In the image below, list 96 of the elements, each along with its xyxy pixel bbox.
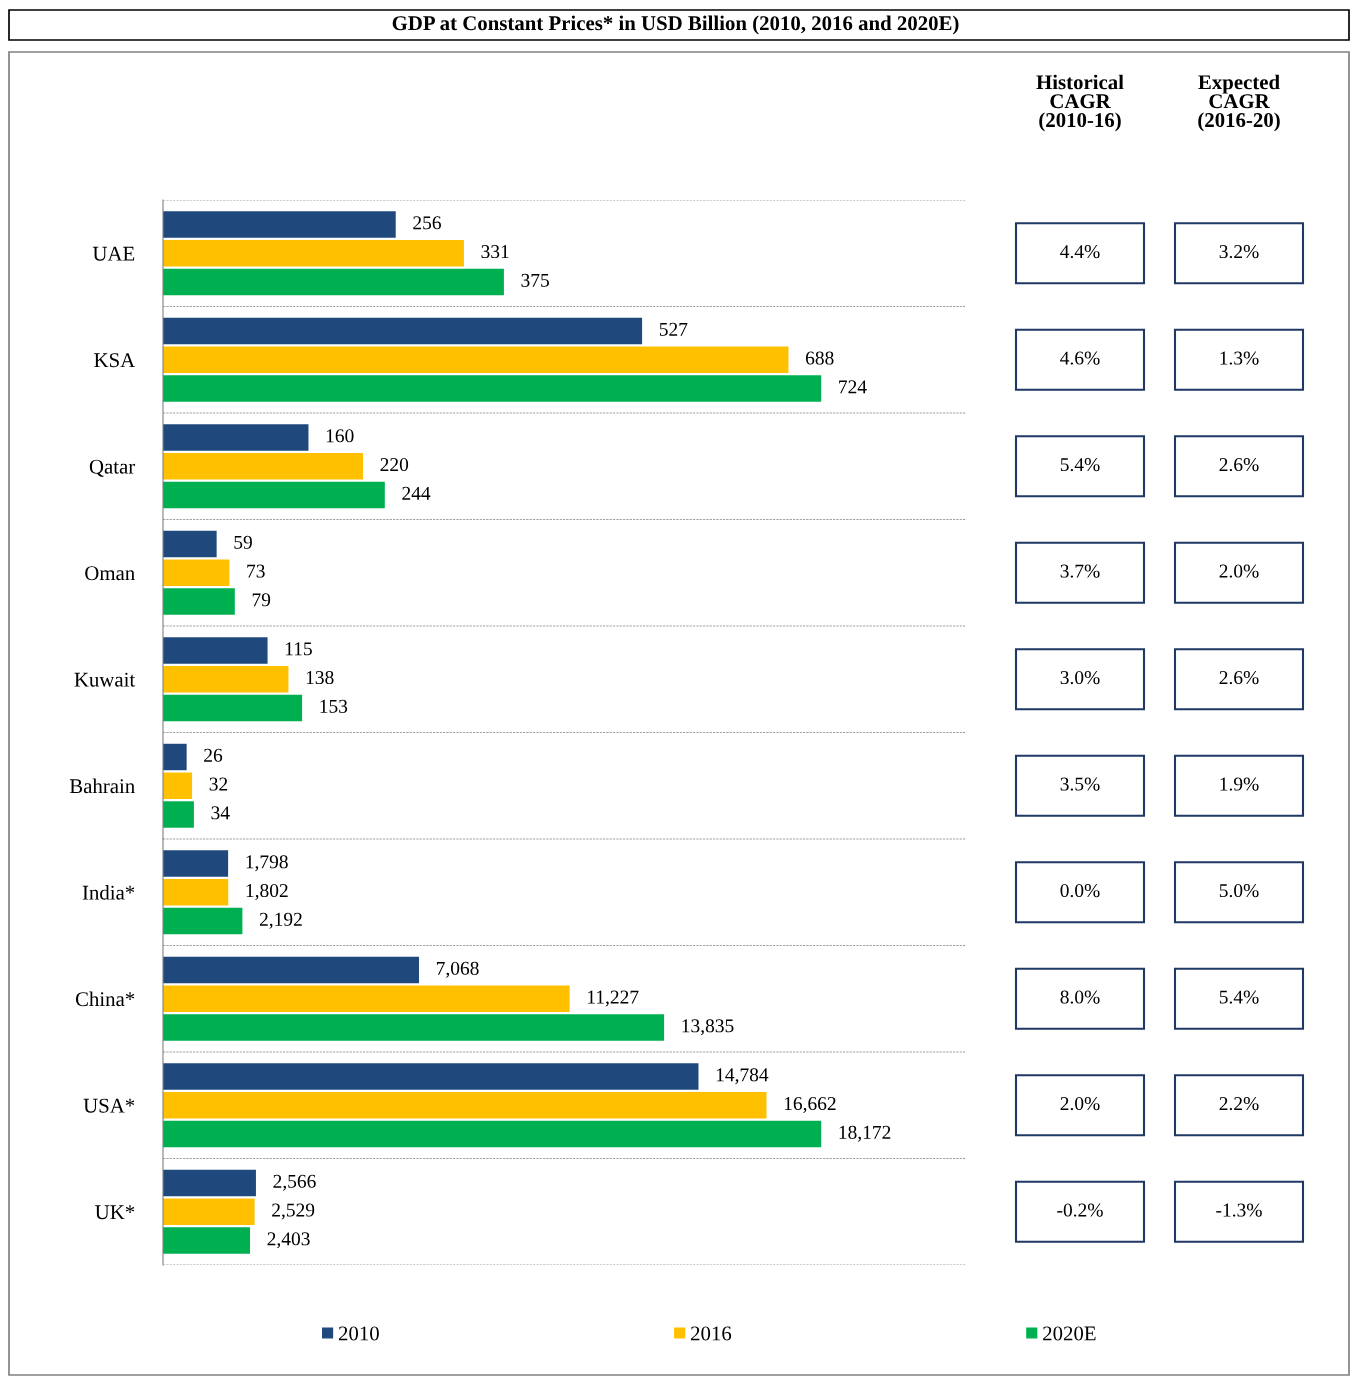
data-label: 7,068	[436, 961, 479, 978]
bar	[163, 453, 363, 480]
legend-label: 2020E	[1043, 1326, 1096, 1341]
legend-label: 2010	[338, 1326, 379, 1341]
data-label: 724	[839, 380, 867, 394]
text: 0.0%	[1060, 884, 1100, 898]
y-tick-label: USA*	[83, 1098, 135, 1113]
y-tick-label: KSA	[94, 353, 136, 368]
text: 5.0%	[1219, 884, 1259, 898]
bar	[163, 985, 570, 1012]
bar	[163, 530, 217, 558]
text: Historical CAGR (2010-16)	[1036, 74, 1124, 132]
data-label: 34	[211, 806, 230, 820]
bar	[163, 1198, 255, 1225]
data-label: 527	[659, 322, 688, 336]
bar	[163, 317, 643, 345]
data-label: 688	[805, 351, 834, 365]
text: Expected CAGR (2016-20)	[1198, 74, 1280, 132]
legend-label: 2016	[691, 1326, 732, 1341]
y-tick-label: India*	[82, 885, 135, 900]
text: 4.4%	[1060, 245, 1100, 259]
chart-title: GDP at Constant Prices* in USD Billion (2010, 2016 and 2020E)	[392, 15, 959, 35]
text: 2.6%	[1219, 458, 1259, 472]
bar	[163, 772, 193, 799]
bar	[163, 211, 396, 238]
text: 2.2%	[1219, 1097, 1259, 1111]
text: 3.0%	[1060, 671, 1100, 685]
bar	[163, 424, 309, 451]
bar	[163, 1120, 822, 1148]
data-label: 331	[481, 245, 509, 259]
bar	[163, 879, 229, 906]
data-label: 2,403	[267, 1232, 310, 1249]
text: 1.3%	[1220, 351, 1259, 365]
data-label: 79	[252, 593, 271, 607]
text: 2.6%	[1219, 671, 1259, 685]
text: 5.4%	[1060, 458, 1100, 472]
data-label: 26	[204, 748, 223, 762]
data-label: 153	[320, 699, 348, 713]
data-label: 160	[326, 429, 354, 443]
data-label: 18,172	[839, 1125, 891, 1142]
bar	[163, 694, 303, 722]
bar	[163, 1092, 767, 1119]
data-label: 73	[247, 564, 265, 578]
bar	[163, 240, 464, 267]
data-label: 2,529	[272, 1203, 315, 1220]
y-tick-label: Oman	[85, 566, 135, 581]
bar	[163, 1169, 256, 1197]
data-label: 256	[413, 216, 441, 230]
text: 3.5%	[1060, 777, 1100, 791]
text: 4.6%	[1060, 351, 1100, 365]
text: 5.4%	[1219, 990, 1259, 1004]
data-label: 16,662	[784, 1097, 836, 1113]
data-label: 32	[209, 777, 228, 791]
y-tick-label: China*	[75, 991, 135, 1007]
y-tick-label: UAE	[92, 246, 135, 261]
y-tick-label: Bahrain	[69, 778, 135, 794]
bar	[163, 1014, 665, 1041]
bar	[163, 346, 789, 373]
bar	[163, 666, 289, 693]
data-label: 1,798	[246, 855, 288, 872]
data-label: 244	[402, 486, 431, 500]
bar	[163, 1227, 251, 1254]
data-label: 2,566	[273, 1174, 316, 1191]
y-tick-label: Qatar	[89, 459, 136, 477]
text: -1.3%	[1216, 1203, 1262, 1217]
data-label: 138	[306, 671, 334, 685]
data-label: 13,835	[682, 1019, 734, 1036]
bar	[163, 637, 268, 664]
bar	[163, 907, 243, 935]
y-tick-label: Kuwait	[74, 672, 136, 687]
bar	[163, 850, 229, 877]
data-label: 115	[285, 642, 312, 656]
text: 3.7%	[1060, 564, 1100, 578]
bar	[163, 801, 194, 828]
text: 2.0%	[1219, 564, 1259, 578]
bar	[163, 481, 385, 509]
data-label: 375	[521, 273, 549, 287]
bar	[163, 268, 504, 296]
bar	[163, 588, 235, 615]
data-label: 11,227	[588, 990, 639, 1007]
bar	[163, 375, 822, 402]
text: 3.2%	[1219, 245, 1259, 259]
bar	[163, 743, 187, 771]
text: 1.9%	[1220, 777, 1259, 791]
text: 8.0%	[1060, 990, 1100, 1004]
y-tick-label: UK*	[95, 1205, 135, 1220]
data-label: 1,802	[246, 884, 288, 900]
data-label: 220	[380, 458, 409, 472]
bar	[163, 559, 230, 586]
text: -0.2%	[1057, 1203, 1103, 1217]
bar	[163, 1063, 699, 1090]
data-label: 2,192	[259, 912, 302, 929]
data-label: 14,784	[716, 1068, 769, 1085]
data-label: 59	[234, 535, 252, 549]
text: 2.0%	[1060, 1097, 1100, 1111]
bar	[163, 956, 420, 984]
